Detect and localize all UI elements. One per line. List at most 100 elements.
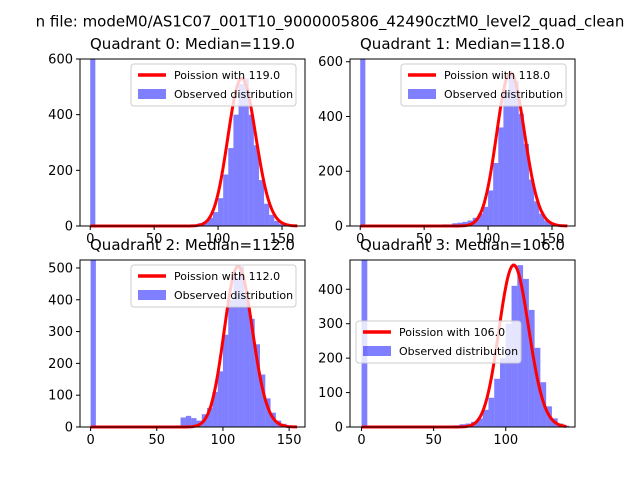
histogram-bar	[265, 398, 271, 427]
histogram-bar	[274, 220, 280, 226]
legend-box	[130, 264, 297, 308]
y-tick-label: 200	[318, 165, 343, 180]
histogram-bar	[212, 212, 219, 226]
histogram-bar	[494, 378, 500, 427]
y-tick-label: 300	[48, 325, 73, 340]
y-tick-label: 500	[48, 261, 73, 276]
axes-frame	[79, 259, 306, 428]
x-tick-label: 150	[277, 433, 302, 448]
histogram-bar	[90, 59, 96, 226]
histogram-bar	[254, 344, 260, 427]
histogram-bar	[185, 415, 192, 427]
y-tick-label: 300	[318, 317, 343, 332]
x-tick-label: 50	[146, 232, 163, 247]
histogram-bar	[238, 84, 244, 226]
y-tick-label: 100	[48, 389, 73, 404]
x-tick-label: 100	[211, 433, 236, 448]
legend-hist-label: Observed distribution	[399, 345, 518, 358]
legend-hist-swatch	[138, 290, 166, 300]
axes-frame	[79, 58, 306, 227]
histogram-bar	[523, 143, 529, 226]
panel-title: Quadrant 2: Median=112.0	[90, 236, 295, 254]
histogram-bar	[264, 203, 270, 226]
histogram-bar	[482, 409, 489, 427]
legend-fit-label: Poission with 118.0	[444, 69, 550, 82]
panel-quadrant-0: Quadrant 0: Median=119.0 0 50 100 150 0 200 400…	[48, 35, 306, 247]
histogram-bar	[462, 221, 468, 226]
legend-box	[130, 63, 297, 107]
x-tick-label: 150	[270, 232, 295, 247]
legend-box	[355, 320, 522, 364]
x-tick-label: 50	[148, 433, 165, 448]
y-tick-label: 0	[65, 421, 73, 436]
legend-hist-label: Observed distribution	[174, 88, 293, 101]
y-tick-label: 0	[335, 421, 343, 436]
axes-frame	[349, 58, 576, 227]
histogram-bar	[260, 374, 266, 427]
x-tick-label: 100	[493, 433, 518, 448]
x-tick-label: 0	[357, 433, 365, 448]
histogram-bar	[253, 145, 259, 226]
legend-fit-label: Poission with 106.0	[399, 326, 505, 339]
y-tick-label: 100	[318, 386, 343, 401]
x-tick-label: 50	[425, 433, 442, 448]
histogram-bar	[223, 174, 229, 226]
histogram-bar	[228, 148, 234, 226]
histogram-bar	[90, 260, 96, 427]
histogram-bar	[505, 323, 512, 427]
x-tick-label: 0	[86, 232, 94, 247]
histogram-bar	[539, 213, 545, 226]
x-tick-label: 0	[356, 232, 364, 247]
y-tick-label: 0	[335, 220, 343, 235]
figure-suptitle: n file: modeM0/AS1C07_001T10_9000005806_…	[36, 13, 625, 32]
histogram-bar	[528, 179, 535, 226]
legend: Poission with 119.0 Observed distribution	[130, 63, 297, 107]
histogram-bar	[360, 59, 366, 226]
histogram-bar	[243, 78, 249, 226]
histogram-bar	[207, 217, 213, 226]
histogram-bar	[523, 278, 529, 427]
y-tick-label: 600	[318, 55, 343, 70]
histogram-bar	[508, 72, 514, 226]
x-tick-label: 50	[416, 232, 433, 247]
y-tick-label: 400	[318, 110, 343, 125]
histogram-bar	[258, 180, 265, 226]
histogram-bar	[513, 80, 519, 226]
histogram-bar	[493, 163, 499, 226]
histogram-bar	[217, 371, 223, 427]
y-tick-label: 400	[48, 293, 73, 308]
histogram-bar	[212, 392, 218, 427]
panel-quadrant-1: Quadrant 1: Median=118.0 0 50 100 150 0 200 400…	[318, 35, 576, 247]
legend-hist-swatch	[363, 346, 391, 356]
histogram-bar	[457, 222, 463, 226]
x-tick-label: 100	[476, 232, 501, 247]
x-tick-label: 150	[540, 232, 565, 247]
legend-hist-label: Observed distribution	[174, 289, 293, 302]
legend-hist-label: Observed distribution	[444, 88, 563, 101]
histogram-bar	[279, 223, 285, 226]
panel-title: Quadrant 3: Median=106.0	[360, 236, 565, 254]
x-tick-label: 100	[206, 232, 231, 247]
y-tick-label: 600	[48, 53, 73, 68]
histogram-bar	[534, 347, 541, 427]
legend-fit-label: Poission with 112.0	[174, 270, 280, 283]
legend-hist-swatch	[408, 89, 436, 99]
y-tick-label: 400	[318, 283, 343, 298]
histogram-bar	[180, 417, 186, 427]
legend: Poission with 118.0 Observed distribution	[400, 63, 567, 107]
y-tick-label: 200	[48, 164, 73, 179]
histogram-bar	[500, 358, 506, 427]
histogram-bar	[218, 198, 224, 226]
legend: Poission with 112.0 Observed distribution	[130, 264, 297, 308]
histogram-bar	[238, 266, 245, 427]
histogram-bar	[476, 418, 483, 427]
histogram-bar	[233, 114, 239, 226]
axes-frame	[349, 259, 576, 428]
histogram-bar	[222, 334, 229, 427]
histogram-bar	[488, 190, 494, 226]
legend: Poission with 106.0 Observed distribution	[355, 320, 522, 364]
histogram-bar	[482, 206, 489, 226]
panel-quadrant-3: Quadrant 3: Median=106.0 0 50 100 0 100 200 300…	[318, 236, 576, 448]
panels: Quadrant 0: Median=119.0 0 50 100 150 0 200 400…	[48, 35, 576, 448]
